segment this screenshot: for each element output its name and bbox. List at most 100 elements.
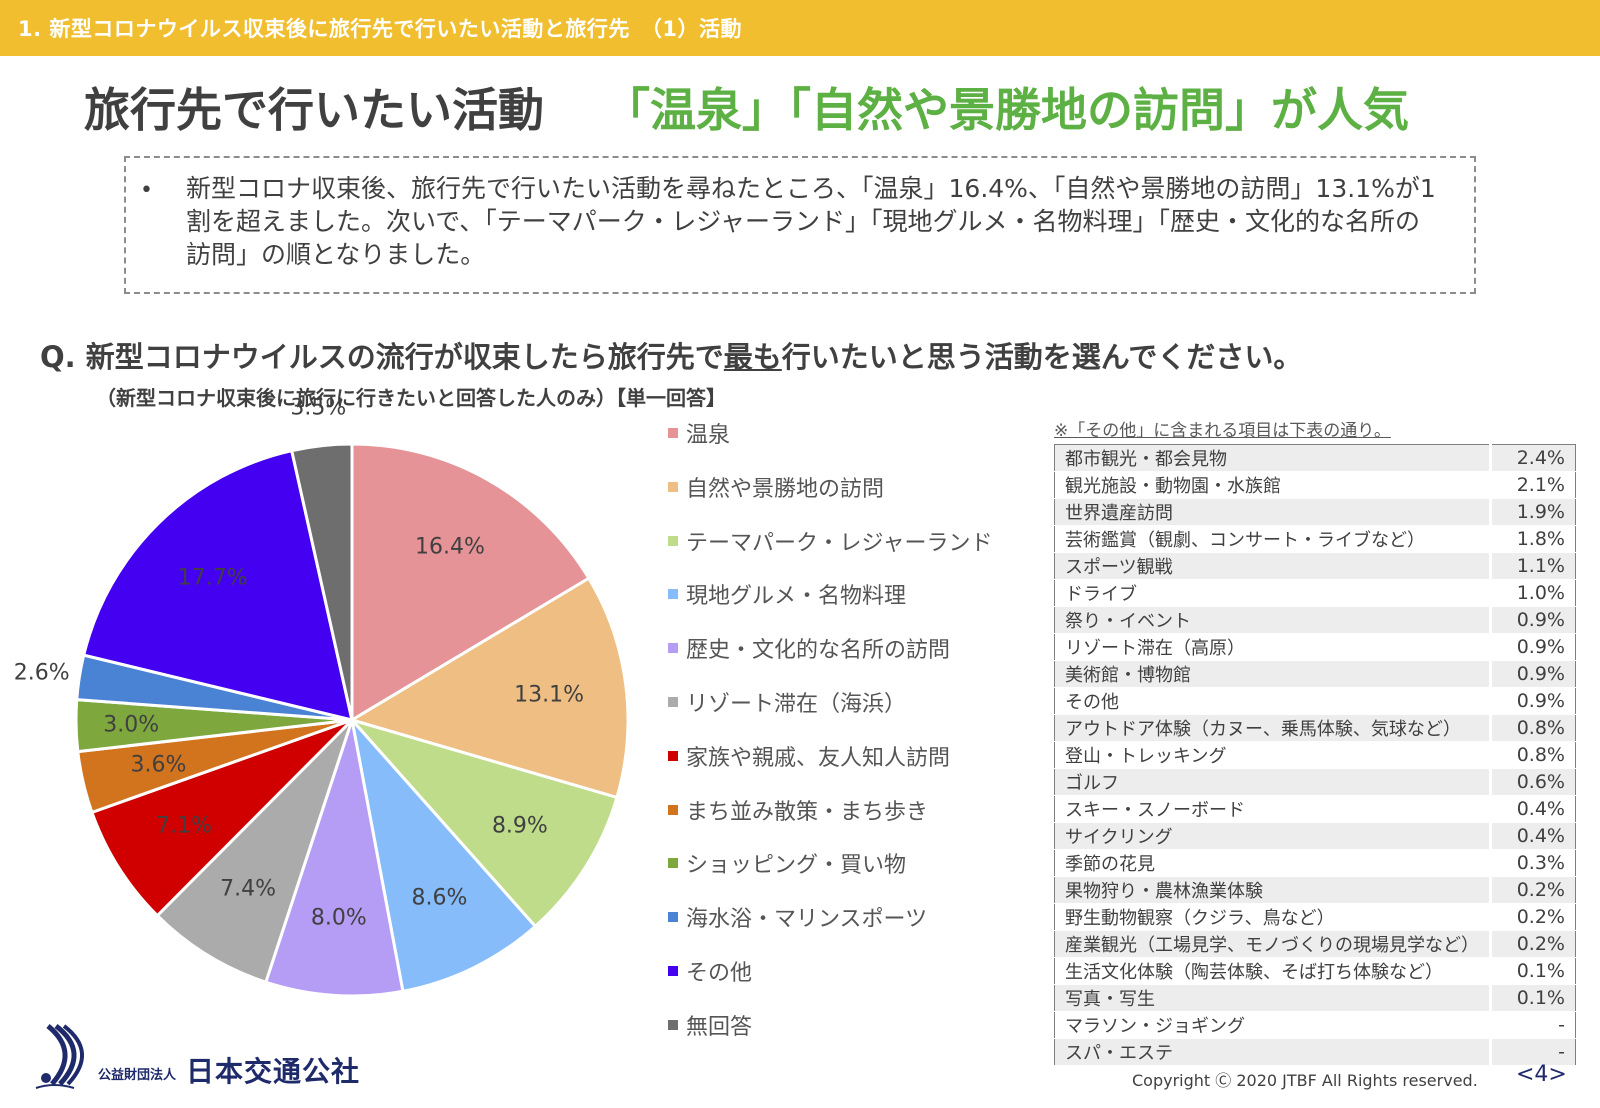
question-emphasis: 最も <box>723 340 782 374</box>
table-cell-label: スキー・スノーボード <box>1054 795 1491 823</box>
table-cell-value: 1.8% <box>1489 525 1576 553</box>
legend-swatch-icon <box>668 804 678 815</box>
table-cell-label: 観光施設・動物園・水族館 <box>1054 471 1491 499</box>
table-row: サイクリング 0.4% <box>1054 822 1576 850</box>
summary-box: • 新型コロナ収束後、旅行先で行いたい活動を尋ねたところ、「温泉」16.4%、「… <box>124 156 1476 294</box>
table-cell-value: 0.2% <box>1489 876 1576 904</box>
table-row: スポーツ観戦 1.1% <box>1054 552 1576 580</box>
table-cell-value: 2.4% <box>1489 444 1576 472</box>
table-row: ゴルフ 0.6% <box>1054 768 1576 796</box>
legend-label: 無回答 <box>686 1014 753 1040</box>
pie-slice <box>89 718 354 918</box>
table-cell-value: - <box>1489 1011 1576 1039</box>
table-cell-label: 産業観光（工場見学、モノづくりの現場見学など） <box>1054 930 1491 958</box>
table-cell-value: 0.8% <box>1489 714 1576 742</box>
legend-swatch-icon <box>668 535 678 546</box>
table-row: スキー・スノーボード 0.4% <box>1054 795 1576 823</box>
table-row: その他 0.9% <box>1054 687 1576 715</box>
legend-item: 海水浴・マリンスポーツ <box>668 902 927 932</box>
legend-label: 海水浴・マリンスポーツ <box>686 907 928 933</box>
pie-slice <box>263 719 405 998</box>
table-cell-label: 登山・トレッキング <box>1054 741 1491 769</box>
legend-item: 家族や親戚、友人知人訪問 <box>668 741 950 771</box>
legend-label: 歴史・文化的な名所の訪問 <box>686 638 951 664</box>
other-breakdown-table: 都市観光・都会見物 2.4% 観光施設・動物園・水族館 2.1% 世界遺産訪問 1.9% 芸… <box>1054 444 1576 1066</box>
table-cell-value: 0.6% <box>1489 768 1576 796</box>
legend-item: ショッピング・買い物 <box>668 848 906 878</box>
table-row: 世界遺産訪問 1.9% <box>1054 498 1576 526</box>
jtbf-logo: 公益財団法人 日本交通公社 <box>34 1022 374 1092</box>
table-cell-label: ドライブ <box>1054 579 1491 607</box>
legend-swatch-icon <box>668 858 678 869</box>
table-cell-value: 1.1% <box>1489 552 1576 580</box>
table-cell-label: ゴルフ <box>1054 768 1491 796</box>
table-cell-label: 祭り・イベント <box>1054 606 1491 634</box>
legend-item: まち並み散策・まち歩き <box>668 795 928 825</box>
table-row: 季節の花見 0.3% <box>1054 849 1576 877</box>
table-cell-label: 世界遺産訪問 <box>1054 498 1491 526</box>
legend-swatch-icon <box>668 1019 678 1030</box>
page-headline: 旅行先で行いたい活動 「温泉」「自然や景勝地の訪問」が人気 <box>84 74 1409 140</box>
page-number: <4> <box>1516 1062 1567 1087</box>
summary-text: 新型コロナ収束後、旅行先で行いたい活動を尋ねたところ、「温泉」16.4%、「自然… <box>186 174 1436 269</box>
headline-accent: 「温泉」「自然や景勝地の訪問」が人気 <box>604 83 1409 137</box>
pie-data-label: 7.4% <box>220 876 277 902</box>
survey-question: Q. 新型コロナウイルスの流行が収束したら旅行先で最も行いたいと思う活動を選んで… <box>40 334 1302 376</box>
table-row: 都市観光・都会見物 2.4% <box>1054 444 1576 472</box>
pie-chart-graphic <box>74 442 630 998</box>
pie-slice <box>289 442 354 721</box>
table-row: 美術館・博物館 0.9% <box>1054 660 1576 688</box>
pie-data-label: 3.5% <box>290 395 347 421</box>
table-row: 芸術鑑賞（観劇、コンサート・ライブなど） 1.8% <box>1054 525 1576 553</box>
legend-swatch-icon <box>668 697 678 707</box>
pie-data-label: 8.9% <box>491 813 548 839</box>
pie-data-label: 7.1% <box>156 813 213 839</box>
table-row: ドライブ 1.0% <box>1054 579 1576 607</box>
pie-data-label: 2.6% <box>13 660 70 686</box>
table-cell-value: - <box>1489 1038 1576 1066</box>
table-cell-label: その他 <box>1054 687 1491 715</box>
legend-item: その他 <box>668 956 752 986</box>
pie-data-label: 8.0% <box>310 905 367 931</box>
legend-swatch-icon <box>668 589 678 600</box>
legend-swatch-icon <box>668 912 678 923</box>
org-name: 日本交通公社 <box>186 1055 361 1088</box>
legend-swatch-icon <box>668 481 678 492</box>
question-prefix: Q. 新型コロナウイルスの流行が収束したら旅行先で <box>40 340 724 374</box>
legend-label: テーマパーク・レジャーランド <box>686 530 993 556</box>
table-row: リゾート滞在（高原） 0.9% <box>1054 633 1576 661</box>
pie-data-label: 13.1% <box>514 682 585 708</box>
table-row: 観光施設・動物園・水族館 2.1% <box>1054 471 1576 499</box>
legend-item: 温泉 <box>668 418 730 448</box>
legend-item: 現地グルメ・名物料理 <box>668 579 906 609</box>
table-cell-label: 季節の花見 <box>1054 849 1491 877</box>
pie-slice <box>81 448 354 723</box>
pie-chart: 16.4% 13.1% 8.9% 8.6% 8.0% 7.4% 7.1% 3.6% 3.0% 2.… <box>0 395 660 1030</box>
table-cell-label: アウトドア体験（カヌー、乗馬体験、気球など） <box>1054 714 1491 742</box>
pie-data-label: 17.7% <box>177 565 248 591</box>
table-cell-label: 芸術鑑賞（観劇、コンサート・ライブなど） <box>1054 525 1491 553</box>
legend-swatch-icon <box>668 750 678 761</box>
table-cell-value: 1.9% <box>1489 498 1576 526</box>
table-row: 生活文化体験（陶芸体験、そば打ち体験など） 0.1% <box>1054 957 1576 985</box>
table-cell-value: 0.3% <box>1489 849 1576 877</box>
table-row: 祭り・イベント 0.9% <box>1054 606 1576 634</box>
table-row: 産業観光（工場見学、モノづくりの現場見学など） 0.2% <box>1054 930 1576 958</box>
table-cell-value: 0.2% <box>1489 903 1576 931</box>
pie-slice <box>347 717 619 929</box>
pie-data-label: 3.0% <box>103 712 160 737</box>
table-cell-label: 美術館・博物館 <box>1054 660 1491 688</box>
table-row: マラソン・ジョギング - <box>1054 1011 1576 1039</box>
table-cell-value: 0.4% <box>1489 822 1576 850</box>
table-cell-label: 都市観光・都会見物 <box>1054 444 1491 472</box>
legend-swatch-icon <box>668 643 678 654</box>
table-cell-value: 1.0% <box>1489 579 1576 607</box>
table-cell-value: 0.2% <box>1489 930 1576 958</box>
table-cell-label: サイクリング <box>1054 822 1491 850</box>
pie-slice <box>155 718 354 985</box>
table-row: スパ・エステ - <box>1054 1038 1576 1066</box>
table-cell-label: 野生動物観察（クジラ、鳥など） <box>1054 903 1491 931</box>
table-cell-value: 0.9% <box>1489 687 1576 715</box>
pie-data-label: 16.4% <box>415 534 485 560</box>
table-row: 野生動物観察（クジラ、鳥など） 0.2% <box>1054 903 1576 931</box>
